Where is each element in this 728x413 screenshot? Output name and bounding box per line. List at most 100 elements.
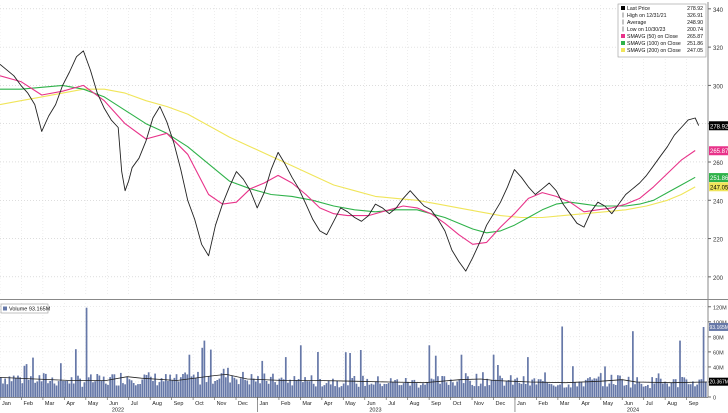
- volume-bar: [514, 379, 516, 397]
- volume-bar: [169, 374, 171, 397]
- volume-bar: [342, 383, 345, 397]
- month-label: Sep: [689, 401, 699, 407]
- volume-bar: [445, 382, 448, 397]
- volume-axis-tag: 93.165M: [709, 322, 728, 331]
- volume-bar: [574, 382, 576, 397]
- volume-bar: [227, 367, 229, 397]
- volume-bar: [432, 379, 435, 397]
- legend-entry-label: Last Price: [627, 6, 650, 12]
- volume-bar: [389, 378, 392, 397]
- month-label: Apr: [66, 401, 75, 407]
- month-label: Sep: [174, 401, 184, 407]
- volume-bar: [327, 380, 330, 397]
- volume-bar: [409, 385, 411, 397]
- volume-bar: [122, 383, 124, 397]
- volume-bar: [32, 357, 34, 397]
- volume-bar: [370, 383, 373, 397]
- volume-legend-box: [0, 303, 49, 314]
- volume-bar: [107, 384, 109, 397]
- volume-bar: [74, 349, 77, 397]
- volume-bar: [293, 376, 296, 397]
- legend-entry-label: SMAVG (200) on Close: [627, 48, 681, 54]
- price-series-group: [0, 50, 700, 272]
- volume-bar: [700, 379, 703, 397]
- month-label: Jul: [131, 401, 138, 407]
- legend-entry-label: Average: [627, 20, 646, 26]
- volume-bar: [319, 379, 321, 397]
- volume-bar: [98, 375, 101, 397]
- volume-bar: [623, 385, 626, 397]
- volume-bar: [428, 345, 431, 397]
- volume-bar: [160, 378, 163, 397]
- volume-bar: [379, 383, 381, 397]
- volume-bar: [503, 385, 506, 397]
- volume-bar: [387, 383, 390, 397]
- volume-bar: [235, 379, 238, 397]
- volume-bar: [177, 381, 180, 397]
- volume-bar: [374, 381, 377, 397]
- volume-bar: [117, 385, 120, 397]
- month-label: Nov: [474, 401, 484, 407]
- volume-bar: [494, 379, 497, 397]
- price-legend: Last Price 278.92 High on 12/31/21 326.91 Av…: [617, 3, 707, 58]
- volume-bar: [267, 383, 270, 397]
- volume-bar: [239, 378, 242, 397]
- legend-entry-label: High on 12/31/21: [627, 13, 667, 19]
- volume-bar: [685, 379, 688, 397]
- volume-bar: [244, 379, 246, 397]
- volume-bar: [561, 326, 564, 397]
- volume-bar: [158, 382, 161, 397]
- volume-bar: [282, 379, 285, 397]
- volume-bar: [670, 382, 673, 397]
- volume-bar: [188, 354, 191, 397]
- volume-bar: [314, 386, 317, 397]
- volume-bar: [246, 380, 249, 397]
- volume-bar: [456, 381, 459, 397]
- volume-bar: [209, 349, 212, 397]
- volume-bar: [77, 375, 79, 397]
- volume-bar: [306, 381, 309, 397]
- volume-bar: [289, 379, 291, 397]
- volume-bar: [257, 376, 259, 397]
- volume-bar: [201, 347, 204, 397]
- volume-bar: [143, 374, 146, 397]
- volume-bar: [394, 380, 396, 397]
- volume-bar: [404, 378, 407, 397]
- month-label: Feb: [23, 401, 32, 407]
- volume-bar: [57, 381, 60, 397]
- volume-bar: [29, 376, 32, 397]
- volume-bar: [426, 382, 429, 397]
- volume-bar: [507, 380, 510, 397]
- volume-bar: [422, 383, 424, 397]
- volume-bar: [308, 381, 311, 397]
- volume-bar: [55, 385, 58, 397]
- month-label: Mar: [302, 401, 312, 407]
- volume-bar: [171, 380, 174, 397]
- volume-bar: [632, 331, 634, 397]
- volume-bar: [6, 384, 9, 397]
- volume-bar: [113, 374, 116, 397]
- volume-bar: [662, 383, 664, 397]
- volume-bar: [102, 376, 105, 397]
- volume-bar: [8, 376, 11, 397]
- sma-series-line: [0, 88, 696, 219]
- volume-bar: [254, 381, 257, 397]
- volume-bar: [47, 383, 49, 397]
- volume-legend-label: Volume 93.165M: [9, 307, 51, 313]
- volume-bar: [276, 384, 279, 397]
- volume-bar: [531, 379, 534, 397]
- month-label: Jul: [646, 401, 653, 407]
- month-label: May: [603, 401, 614, 407]
- volume-moving-average: [0, 373, 708, 384]
- volume-bar: [199, 384, 201, 397]
- volume-bar: [362, 375, 364, 397]
- volume-bar: [681, 377, 683, 397]
- volume-bar: [190, 376, 193, 397]
- price-tick-label: 240: [713, 199, 724, 205]
- price-axis-tag-box: [709, 121, 728, 131]
- volume-bar: [621, 379, 624, 397]
- year-label: 2024: [627, 408, 639, 413]
- volume-bar: [443, 376, 446, 397]
- volume-bar: [415, 383, 418, 397]
